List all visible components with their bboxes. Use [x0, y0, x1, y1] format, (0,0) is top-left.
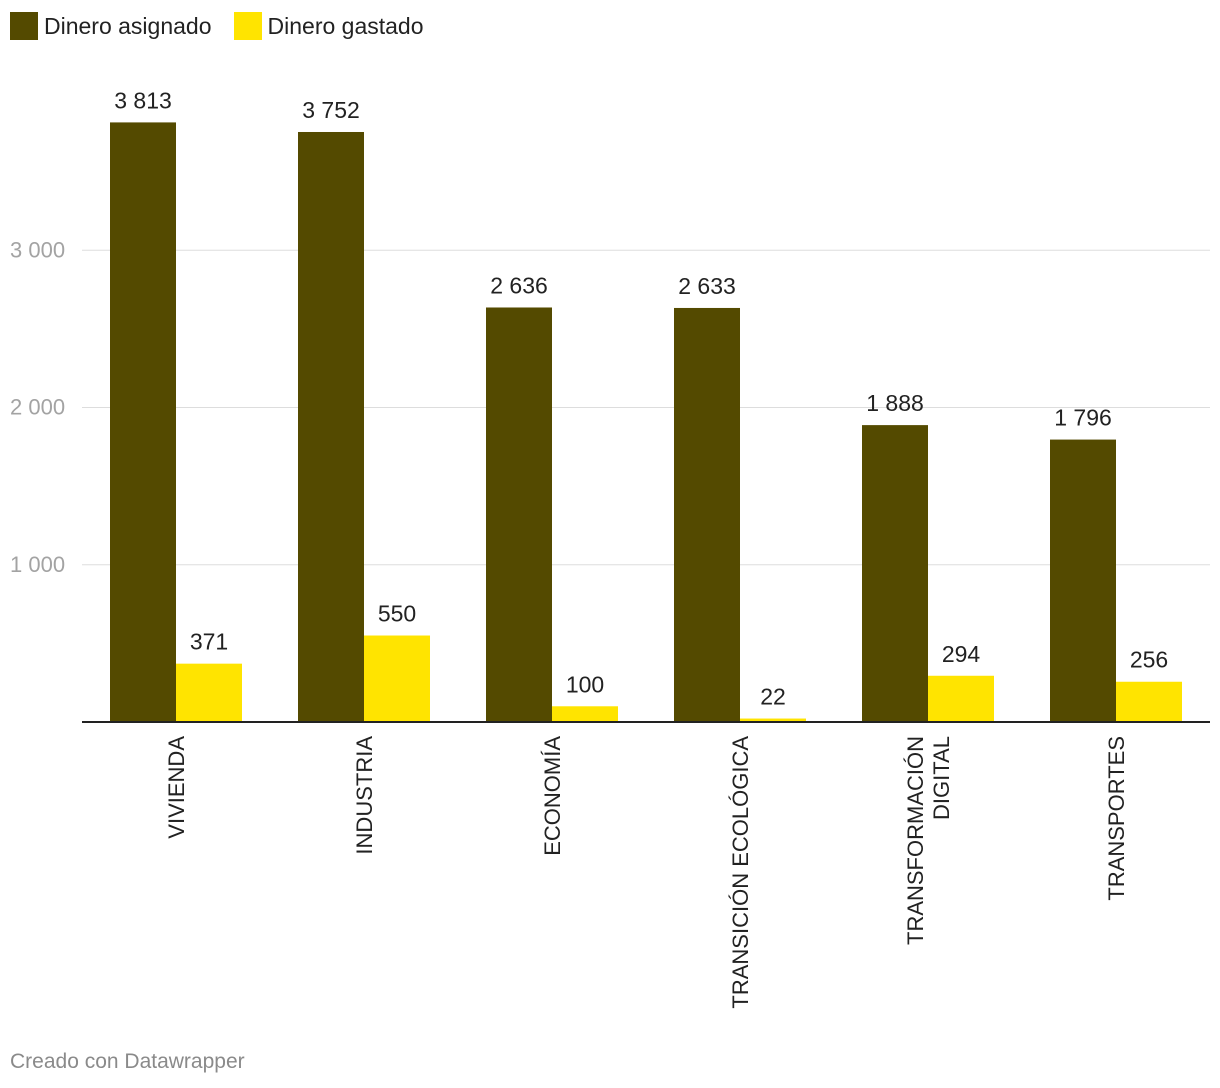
- data-label: 550: [378, 601, 416, 627]
- footer-credit: Creado con Datawrapper: [10, 1050, 245, 1073]
- legend-swatch-gastado: [233, 12, 262, 40]
- bar: [298, 131, 364, 723]
- bar: [486, 307, 552, 722]
- bar: [552, 706, 618, 722]
- data-label: 3 813: [114, 87, 172, 113]
- bar: [110, 122, 176, 722]
- legend: Dinero asignado Dinero gastado: [10, 12, 424, 40]
- data-label: 2 636: [490, 272, 548, 298]
- x-category-label: TRANSFORMACIÓN: [903, 736, 928, 945]
- bar: [176, 663, 242, 722]
- legend-item-asignado: Dinero asignado: [10, 12, 212, 40]
- legend-swatch-asignado: [10, 12, 38, 40]
- bar: [364, 635, 430, 722]
- data-label: 22: [760, 684, 786, 710]
- bar: [928, 675, 994, 722]
- y-tick-label: 3 000: [10, 237, 65, 262]
- bar: [1116, 681, 1182, 722]
- bar: [862, 425, 928, 722]
- y-tick-label: 2 000: [10, 395, 65, 420]
- bar: [740, 718, 806, 722]
- x-category-label: VIVIENDA: [164, 736, 189, 839]
- x-category-label: ECONOMÍA: [540, 736, 565, 856]
- data-label: 1 888: [866, 390, 924, 416]
- y-tick-label: 1 000: [10, 552, 65, 577]
- x-category-label: TRANSICIÓN ECOLÓGICA: [728, 736, 753, 1009]
- data-label: 294: [942, 641, 981, 667]
- data-label: 1 796: [1054, 405, 1112, 431]
- data-label: 3 752: [302, 97, 360, 123]
- legend-label-asignado: Dinero asignado: [44, 12, 212, 39]
- bar: [1050, 439, 1116, 722]
- data-label: 256: [1130, 647, 1168, 673]
- x-category-label: TRANSPORTES: [1104, 736, 1129, 901]
- legend-item-gastado: Dinero gastado: [233, 12, 424, 40]
- data-label: 100: [566, 671, 604, 697]
- x-category-label: INDUSTRIA: [352, 736, 377, 855]
- x-category-label: DIGITAL: [929, 736, 954, 820]
- legend-label-gastado: Dinero gastado: [267, 12, 424, 39]
- bar: [674, 307, 740, 722]
- data-label: 371: [190, 629, 228, 655]
- data-label: 2 633: [678, 273, 736, 299]
